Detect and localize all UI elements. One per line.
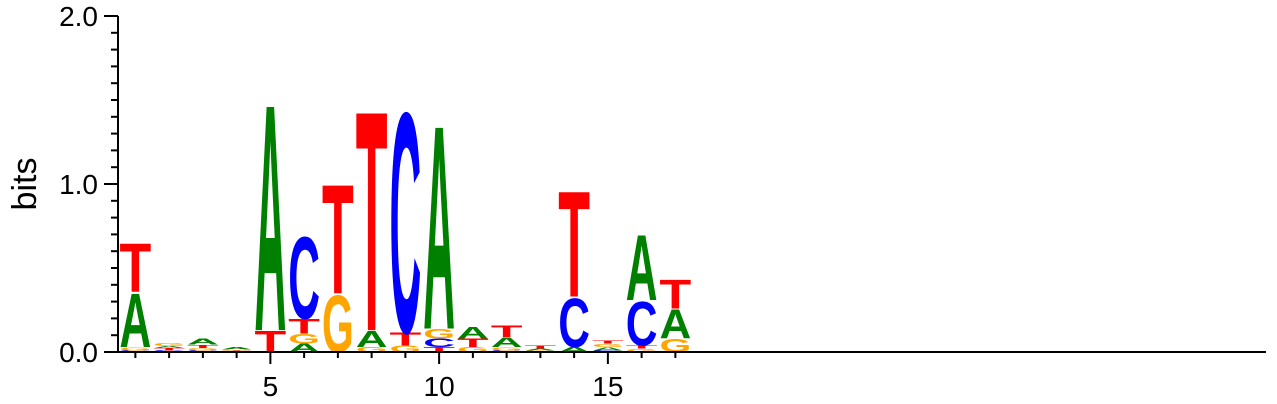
- y-tick-label: 2.0: [59, 1, 98, 32]
- logo-letter-A: A: [626, 217, 658, 321]
- logo-letter-T: T: [660, 271, 692, 318]
- logo-letter-T: T: [187, 344, 219, 349]
- logo-letter-T: T: [525, 344, 557, 349]
- logo-letter-C: C: [558, 285, 590, 363]
- y-axis-ticks: 0.0 1.0 2.0: [59, 1, 118, 368]
- logo-letter-A: A: [660, 301, 692, 348]
- logo-letter-T: T: [288, 315, 320, 338]
- y-axis-title: bits: [6, 158, 44, 211]
- logo-letter-A: A: [153, 346, 185, 349]
- logo-letter-T: T: [153, 347, 185, 351]
- logo-letter-A: A: [221, 346, 253, 350]
- logo-letter-A: A: [120, 278, 152, 364]
- logo-letter-A: A: [356, 326, 388, 352]
- logo-letter-A: A: [592, 346, 624, 351]
- logo-letter-A: A: [255, 37, 287, 400]
- logo-letter-C: C: [626, 288, 658, 359]
- logo-letter-G: G: [423, 326, 455, 342]
- y-tick-label: 1.0: [59, 169, 98, 200]
- logo-letter-A: A: [423, 66, 455, 392]
- logo-letter-G: G: [356, 346, 388, 354]
- logo-letter-A: A: [457, 324, 489, 342]
- logo-letter-G: G: [390, 344, 422, 354]
- logo-letter-T: T: [626, 344, 658, 349]
- logo-letter-G: G: [626, 348, 658, 353]
- logo-letter-T: T: [356, 46, 388, 398]
- logo-letter-A: A: [525, 348, 557, 351]
- logo-letter-C: C: [288, 213, 320, 344]
- x-tick-label: 5: [263, 371, 279, 402]
- logo-letter-T: T: [221, 349, 254, 350]
- logo-letter-G: G: [153, 342, 185, 347]
- logo-letter-T: T: [457, 336, 489, 349]
- logo-letter-G: G: [491, 346, 523, 351]
- logo-letter-A: A: [187, 337, 219, 346]
- logo-letter-C: C: [390, 46, 422, 399]
- y-tick-label: 0.0: [59, 337, 98, 368]
- logo-letter-T: T: [120, 229, 152, 307]
- logo-letter-C: C: [423, 336, 455, 349]
- x-tick-label: 15: [592, 371, 623, 402]
- logo-letter-T: T: [592, 339, 624, 344]
- logo-letter-G: G: [187, 347, 219, 351]
- logo-letter-G: G: [457, 346, 489, 354]
- logo-letter-T: T: [491, 322, 523, 340]
- logo-letter-G: G: [221, 350, 253, 351]
- logo-letter-T: T: [423, 346, 455, 354]
- logo-letter-A: A: [491, 334, 523, 350]
- logo-letter-G: G: [660, 335, 692, 356]
- logo-letter-T: T: [558, 160, 590, 330]
- logo-letter-G: G: [288, 331, 320, 347]
- x-axis-ticks: 5 10 15: [134, 352, 677, 402]
- logo-letter-A: A: [558, 346, 590, 354]
- x-tick-label: 10: [424, 371, 455, 402]
- logo-letter-T: T: [322, 152, 354, 326]
- logo-letter-G: G: [592, 343, 624, 348]
- logo-letter-T: T: [390, 329, 422, 350]
- logo-letter-G: G: [120, 346, 152, 351]
